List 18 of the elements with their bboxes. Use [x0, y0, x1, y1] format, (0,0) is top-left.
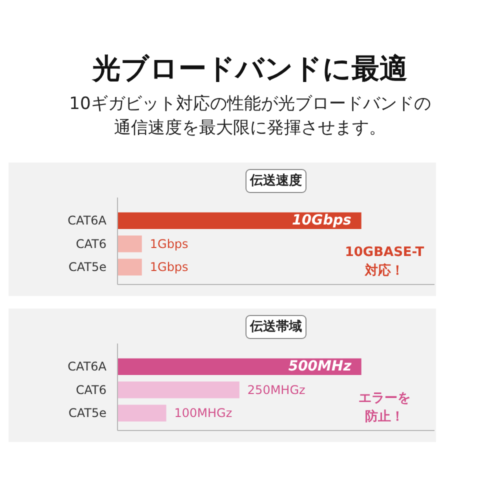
data-label: 250MHGz — [247, 382, 306, 397]
y-tick-label: CAT5e — [68, 406, 107, 420]
annotation: エラーを防止！ — [358, 390, 410, 424]
data-label: 10Gbps — [292, 212, 352, 229]
chart-title: 伝送速度 — [249, 172, 302, 188]
data-label: 500MHz — [288, 358, 352, 375]
data-label: 1Gbps — [150, 236, 188, 251]
y-tick-label: CAT6 — [76, 382, 107, 397]
data-label: 100MHGz — [174, 406, 232, 420]
chart-title: 伝送帯域 — [249, 320, 302, 334]
text: 10ギガビット対応の性能が光ブロードバンドの通信速度を最大限に発揮させます。 — [69, 92, 431, 140]
text: 光ブロードバンドに最適 — [90, 52, 408, 86]
data-label: 1Gbps — [150, 260, 188, 274]
y-tick-label: CAT6A — [68, 360, 108, 374]
y-tick-label: CAT6 — [76, 236, 107, 251]
annotation: 10GBASE-T対応！ — [344, 244, 424, 278]
y-tick-label: CAT6A — [68, 214, 108, 228]
y-tick-label: CAT5e — [68, 260, 107, 274]
